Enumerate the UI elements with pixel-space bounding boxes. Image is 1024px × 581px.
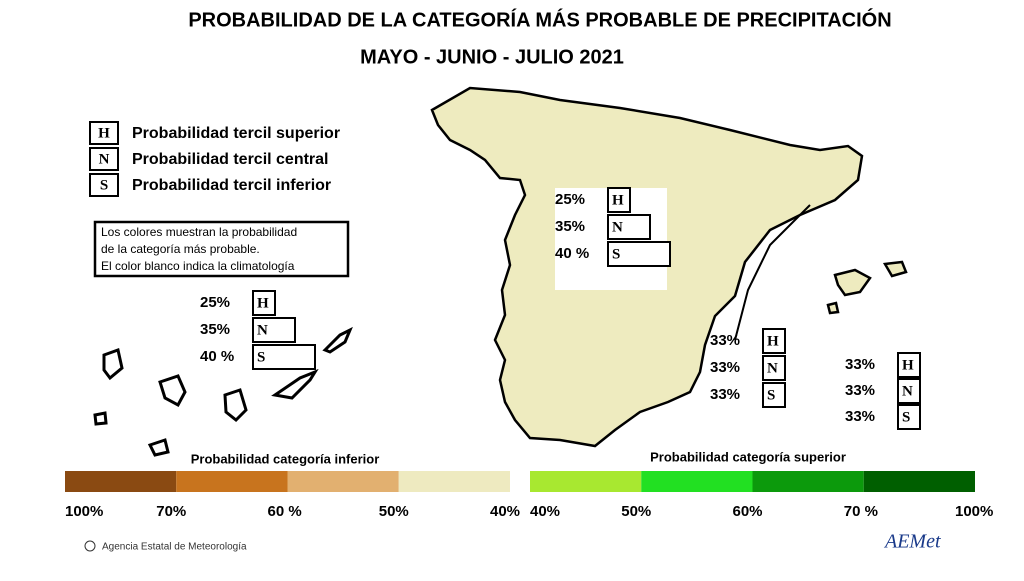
- legend: H Probabilidad tercil superior N Probabilid…: [89, 121, 340, 197]
- scale-segment: [641, 471, 753, 492]
- legend-letter: N: [99, 151, 110, 167]
- copyright-icon: [84, 540, 96, 552]
- legend-box: [89, 147, 119, 171]
- region-box: [762, 382, 786, 408]
- note-line: de la categoría más probable.: [101, 242, 260, 256]
- scale-label: 50%: [621, 503, 651, 520]
- region-letter: H: [612, 192, 624, 208]
- subtitle: MAYO - JUNIO - JULIO 2021: [360, 46, 624, 68]
- region-letter: S: [257, 349, 265, 365]
- region-letter: S: [902, 409, 910, 425]
- scale-label: 50%: [379, 503, 409, 520]
- scale-label: 60%: [733, 503, 763, 520]
- legend-letter: H: [98, 125, 110, 141]
- legend-text: Probabilidad tercil inferior: [132, 177, 331, 194]
- scale-label: 60 %: [268, 503, 302, 520]
- scale-label: 40%: [490, 503, 520, 520]
- region-letter: H: [257, 295, 269, 311]
- region-box: [252, 317, 296, 343]
- region-box: [897, 404, 921, 430]
- region-box: [607, 187, 631, 213]
- scale-label: 100%: [955, 503, 993, 520]
- region-box: [607, 214, 651, 240]
- note-line: Los colores muestran la probabilidad: [101, 225, 297, 239]
- scale-segment: [287, 471, 399, 492]
- region-box: [252, 290, 276, 316]
- scale-segment: [530, 471, 642, 492]
- canary-islands: [93, 326, 353, 457]
- legend-box: [89, 121, 119, 145]
- scale-label: 70 %: [844, 503, 878, 520]
- region-percent: 35%: [555, 218, 585, 235]
- scale-segment: [398, 471, 510, 492]
- scale-label: 70%: [156, 503, 186, 520]
- scale-segment: [863, 471, 975, 492]
- legend-letter: S: [100, 177, 108, 193]
- region-letter: N: [767, 360, 778, 376]
- region-percent: 33%: [710, 359, 740, 376]
- region-box: [897, 352, 921, 378]
- color-scales: Probabilidad categoría inferior 100% 70% 60…: [65, 449, 993, 520]
- note: Los colores muestran la probabilidad de l…: [101, 225, 297, 273]
- region-letter: H: [767, 333, 779, 349]
- region-percent: 40 %: [555, 245, 589, 262]
- scale-segment: [176, 471, 288, 492]
- scale-label: 100%: [65, 503, 103, 520]
- region-box: [762, 355, 786, 381]
- region-letter: H: [902, 357, 914, 373]
- title: PROBABILIDAD DE LA CATEGORÍA MÁS PROBABL…: [188, 7, 891, 31]
- legend-text: Probabilidad tercil superior: [132, 125, 340, 142]
- region-boxes: 25% H 35% N 40 % S 25% H 35% N 40 % S 33% H 33% N 33% S 33…: [200, 187, 921, 430]
- coast-line: [734, 204, 811, 341]
- note-box: [93, 220, 350, 278]
- region-letter: S: [612, 246, 620, 262]
- scale-segment: [65, 471, 177, 492]
- logo: AEMet: [883, 531, 941, 553]
- region-letter: N: [257, 322, 268, 338]
- region-percent: 33%: [845, 408, 875, 425]
- region-percent: 25%: [200, 294, 230, 311]
- note-line: El color blanco indica la climatología: [101, 259, 295, 273]
- region-box: [607, 241, 671, 267]
- scale-title: Probabilidad categoría superior: [650, 449, 846, 464]
- region-percent: 25%: [555, 191, 585, 208]
- legend-box: [89, 173, 119, 197]
- region-letter: N: [612, 219, 623, 235]
- region-box: [897, 378, 921, 404]
- region-box: [252, 344, 316, 370]
- region-percent: 35%: [200, 321, 230, 338]
- scale-title: Probabilidad categoría inferior: [191, 451, 380, 466]
- scale-segment: [752, 471, 864, 492]
- legend-text: Probabilidad tercil central: [132, 151, 329, 168]
- region-percent: 33%: [845, 356, 875, 373]
- region-percent: 33%: [710, 332, 740, 349]
- region-letter: S: [767, 387, 775, 403]
- region-percent: 40 %: [200, 348, 234, 365]
- region-percent: 33%: [710, 386, 740, 403]
- region-letter: N: [902, 383, 913, 399]
- region-percent: 33%: [845, 382, 875, 399]
- region-box: [762, 328, 786, 354]
- scale-label: 40%: [530, 503, 560, 520]
- credit: Agencia Estatal de Meteorología: [102, 542, 247, 553]
